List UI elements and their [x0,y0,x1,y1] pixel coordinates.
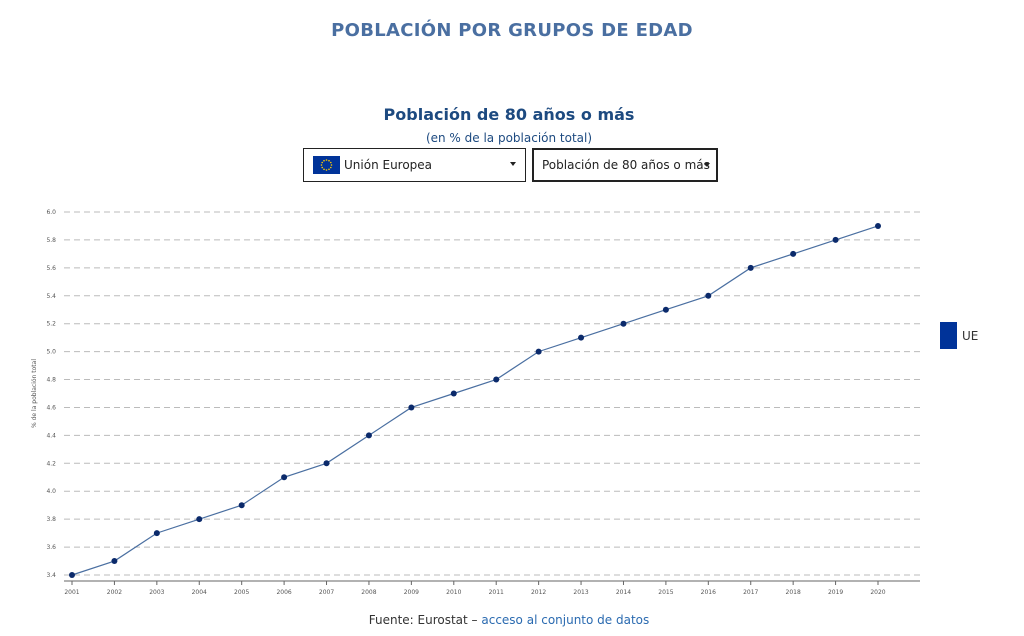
data-point[interactable] [450,390,457,397]
data-point[interactable] [662,306,669,313]
y-tick-label: 4.4 [46,432,56,439]
x-tick-label: 2018 [786,589,801,596]
x-tick-label: 2002 [107,589,122,596]
x-tick-label: 2015 [658,589,673,596]
y-tick-label: 5.4 [46,293,56,300]
x-tick-label: 2016 [701,589,716,596]
data-point[interactable] [69,572,75,578]
indicator-select-value: Población de 80 años o más [542,158,710,172]
x-tick-label: 2011 [489,589,504,596]
y-tick-label: 5.0 [46,349,56,356]
y-tick-label: 6.0 [46,209,56,216]
x-tick-label: 2003 [149,589,164,596]
legend-label: UE [962,328,979,343]
y-tick-label: 3.4 [46,572,56,579]
x-tick-label: 2008 [361,589,376,596]
x-tick-label: 2020 [870,589,885,596]
data-point[interactable] [281,474,288,481]
data-point[interactable] [323,460,330,467]
chart-subtitle: (en % de la población total) [425,131,593,145]
data-point[interactable] [705,292,712,299]
page-title: POBLACIÓN POR GRUPOS DE EDAD [331,20,693,41]
data-point[interactable] [111,558,118,565]
data-point[interactable] [620,320,627,327]
y-tick-label: 4.0 [46,488,56,495]
x-tick-label: 2014 [616,589,631,596]
data-point[interactable] [365,432,372,439]
dataset-link[interactable]: acceso al conjunto de datos [481,613,650,627]
y-tick-label: 5.8 [46,237,56,244]
x-tick-label: 2001 [64,589,79,596]
indicator-select[interactable]: Población de 80 años o más [532,148,718,182]
x-tick-label: 2007 [319,589,334,596]
data-point[interactable] [196,516,203,523]
y-tick-label: 3.6 [46,544,56,551]
y-axis-label: % de la población total [31,359,38,428]
data-point[interactable] [832,236,839,243]
data-point[interactable] [238,502,245,509]
x-tick-label: 2019 [828,589,843,596]
y-tick-label: 5.6 [46,265,56,272]
data-point[interactable] [535,348,542,355]
y-tick-label: 5.2 [46,321,56,328]
data-point[interactable] [408,404,415,411]
data-point[interactable] [875,222,881,229]
data-point[interactable] [153,530,160,537]
eu-flag-icon [313,156,340,174]
x-tick-label: 2009 [404,589,419,596]
x-tick-label: 2005 [234,589,249,596]
legend-swatch [940,322,957,349]
x-tick-label: 2004 [192,589,207,596]
x-tick-label: 2017 [743,589,758,596]
country-select[interactable]: Unión Europea [303,148,526,182]
chevron-down-icon [704,163,710,167]
x-tick-label: 2010 [446,589,461,596]
x-tick-label: 2012 [531,589,546,596]
line-chart: 3.4 3.6 3.8 4.0 4.2 4.4 4.6 4.8 5.0 5.2 5.4 5.6 5.8 6… [31,209,920,596]
source-prefix: Fuente: Eurostat – [368,613,482,627]
y-tick-label: 4.8 [46,377,56,384]
series-line [71,225,879,576]
chart-title: Población de 80 años o más [383,105,635,124]
data-point[interactable] [747,264,754,271]
x-tick-label: 2013 [573,589,588,596]
data-point[interactable] [578,334,585,341]
data-point[interactable] [493,376,500,383]
y-tick-label: 4.2 [46,460,56,467]
y-tick-label: 3.8 [46,516,56,523]
data-point[interactable] [790,250,797,257]
legend-item-ue[interactable]: UE [940,322,978,349]
source-note: Fuente: Eurostat – acceso al conjunto de… [0,613,1018,627]
country-select-value: Unión Europea [344,158,433,172]
chevron-down-icon [510,162,516,166]
x-tick-label: 2006 [276,589,291,596]
y-tick-label: 4.6 [46,404,56,411]
